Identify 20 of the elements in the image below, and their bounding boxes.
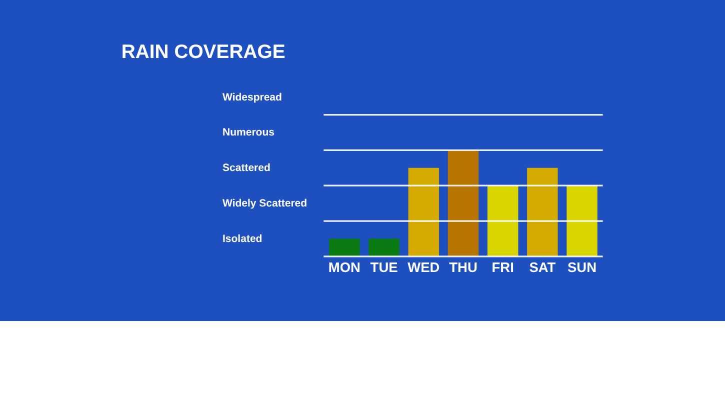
x-tick-label: SAT: [529, 260, 556, 276]
text: Widespread: [222, 91, 282, 104]
x-tick-label: MON: [328, 260, 360, 276]
x-tick-label: SUN: [568, 260, 597, 276]
x-tick-label: TUE: [370, 260, 398, 276]
text: Isolated: [222, 232, 262, 245]
bar: [487, 186, 518, 256]
bar: [566, 186, 598, 256]
bar: [408, 168, 440, 256]
text: Scattered: [222, 162, 270, 174]
x-tick-label: WED: [408, 260, 440, 276]
x-tick-label: THU: [449, 260, 478, 276]
x-tick-label: FRI: [492, 260, 514, 276]
bar: [368, 238, 400, 256]
bar: [527, 168, 558, 256]
text: Numerous: [222, 126, 275, 139]
text: Widely Scattered: [222, 198, 308, 210]
bar: [329, 238, 360, 256]
chart-title: RAIN COVERAGE: [121, 41, 286, 64]
bar: [448, 150, 479, 256]
